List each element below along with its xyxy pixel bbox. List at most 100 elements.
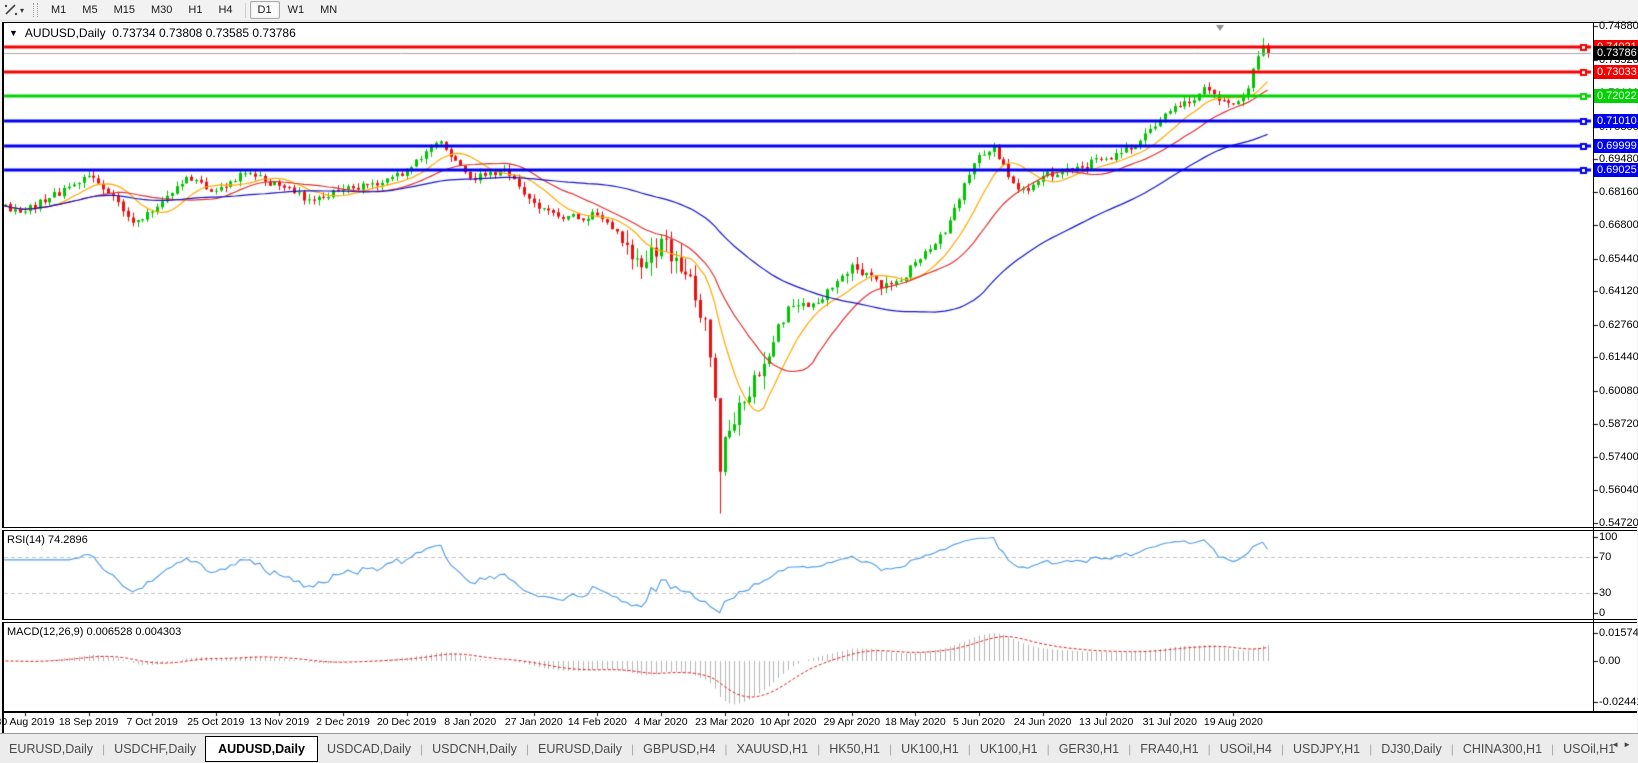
- date-tick-label: 5 Jun 2020: [953, 716, 1005, 728]
- price-tick-label: 0.65440: [1599, 252, 1638, 265]
- date-tick-label: 31 Jul 2020: [1142, 716, 1197, 728]
- price-tick-label: 0.61440: [1599, 351, 1638, 364]
- date-tick-label: 4 Mar 2020: [634, 716, 688, 728]
- price-tick-label: 0.68160: [1599, 185, 1638, 198]
- tab-separator: |: [631, 741, 635, 756]
- price-tick-label: 0.57400: [1599, 450, 1638, 463]
- tab-scroll-arrows: ◄►: [1611, 740, 1635, 749]
- chart-border-left: [2, 22, 4, 733]
- date-tick-label: 30 Aug 2019: [0, 716, 55, 728]
- date-tick-label: 14 Feb 2020: [567, 716, 627, 728]
- chart-border-top: [2, 22, 1637, 23]
- chart-tab-hk50-h1[interactable]: HK50,H1: [829, 741, 880, 756]
- timeframe-button-m15[interactable]: M15: [113, 4, 135, 16]
- timeframe-button-m5[interactable]: M5: [82, 4, 98, 16]
- pane-splitter-rsi[interactable]: [2, 527, 1637, 531]
- tab-separator: |: [1369, 741, 1373, 756]
- chart-tab-eurusd-daily[interactable]: EURUSD,Daily: [537, 741, 623, 756]
- chart-collapse-icon[interactable]: ▼: [9, 28, 18, 38]
- date-tick-label: 20 Dec 2019: [376, 716, 437, 728]
- chart-tab-uk100-h1[interactable]: UK100,H1: [901, 741, 959, 756]
- price-tick-label: 0.69480: [1599, 153, 1638, 166]
- tab-separator: |: [888, 741, 893, 756]
- current-price-label: 0.73786: [1594, 45, 1638, 60]
- date-tick-label: 18 Sep 2019: [58, 716, 119, 728]
- tab-separator: |: [1551, 741, 1555, 756]
- date-tick-label: 24 Jun 2020: [1013, 716, 1072, 728]
- date-tick-label: 29 Apr 2020: [823, 716, 881, 728]
- date-tick-label: 13 Jul 2020: [1079, 716, 1134, 728]
- price-tick-label: 0.66800: [1599, 219, 1638, 232]
- date-tick-label: 25 Oct 2019: [187, 716, 245, 728]
- tab-separator: |: [525, 741, 529, 756]
- date-tick-label: 27 Jan 2020: [504, 716, 563, 728]
- chart-tab-gbpusd-h4[interactable]: GBPUSD,H4: [643, 741, 716, 756]
- chart-tab-fra40-h1[interactable]: FRA40,H1: [1140, 741, 1199, 756]
- timeframe-button-m30[interactable]: M30: [150, 4, 173, 16]
- timeframe-buttons: M1 M5 M15 M30 H1 H4 D1 W1 MN: [43, 1, 345, 19]
- chart-tab-usdjpy-h1[interactable]: USDJPY,H1: [1292, 741, 1361, 756]
- chart-tab-audusd-daily[interactable]: AUDUSD,Daily: [205, 735, 318, 762]
- price-tick-label: 0.64120: [1599, 285, 1638, 298]
- tab-separator: |: [420, 741, 424, 756]
- timeframe-button-d1[interactable]: D1: [249, 1, 280, 19]
- price-tick-label: 0.58720: [1599, 418, 1638, 431]
- tab-separator: |: [1207, 741, 1211, 756]
- chart-tab-uk100-h1[interactable]: UK100,H1: [979, 741, 1038, 756]
- price-line-label[interactable]: 0.69025: [1594, 163, 1638, 178]
- chart-tab-eurusd-daily[interactable]: EURUSD,Daily: [9, 741, 94, 756]
- chevron-down-icon[interactable]: ▾: [20, 5, 25, 15]
- macd-indicator-label: MACD(12,26,9) 0.006528 0.004303: [7, 626, 182, 638]
- macd-axis-label: 0.00: [1599, 655, 1621, 667]
- date-tick-label: 8 Jan 2020: [444, 716, 497, 728]
- macd-axis-label: -0.024412: [1599, 696, 1638, 708]
- chart-tab-usoil-h1[interactable]: USOil,H1: [1563, 741, 1616, 756]
- toolbar-grip[interactable]: [33, 3, 39, 17]
- tab-scroll-right-icon[interactable]: ►: [1623, 740, 1635, 749]
- macd-axis-label: 0.015741: [1599, 627, 1638, 639]
- tab-separator: |: [1128, 741, 1132, 756]
- timeframe-button-mn[interactable]: MN: [320, 4, 338, 16]
- chart-tab-usoil-h4[interactable]: USOil,H4: [1219, 741, 1272, 756]
- pane-splitter-dates: [2, 711, 1637, 713]
- date-tick-label: 18 May 2020: [885, 716, 946, 728]
- chart-tab-usdcad-daily[interactable]: USDCAD,Daily: [326, 741, 411, 756]
- crosshair-tool-icon[interactable]: [3, 3, 19, 17]
- date-tick-label: 7 Oct 2019: [126, 716, 178, 728]
- chart-tab-ger30-h1[interactable]: GER30,H1: [1058, 741, 1120, 756]
- toolbar-separator: [244, 2, 246, 18]
- price-tick-label: 0.74880: [1599, 20, 1638, 32]
- tab-separator: |: [1046, 741, 1050, 756]
- date-tick-label: 10 Apr 2020: [759, 716, 817, 728]
- price-axis-border: [1593, 23, 1594, 713]
- chart-tab-usdchf-daily[interactable]: USDCHF,Daily: [114, 741, 197, 756]
- price-tick-label: 0.60080: [1599, 384, 1638, 397]
- chart-tab-bar: EURUSD,Daily | USDCHF,Daily AUDUSD,Daily USD…: [0, 733, 1638, 763]
- price-line-label[interactable]: 0.71010: [1594, 114, 1638, 129]
- tab-separator: |: [102, 741, 106, 756]
- chart-title-text: AUDUSD,Daily 0.73734 0.73808 0.73585 0.7…: [24, 26, 296, 40]
- price-line-label[interactable]: 0.73033: [1594, 64, 1638, 79]
- timeframe-button-m1[interactable]: M1: [51, 4, 67, 16]
- tab-separator: |: [1280, 741, 1284, 756]
- timeframe-button-h4[interactable]: H4: [218, 4, 233, 16]
- tab-scroll-left-icon[interactable]: ◄: [1611, 740, 1624, 749]
- timeframe-button-w1[interactable]: W1: [287, 4, 305, 16]
- price-line-label[interactable]: 0.72022: [1594, 89, 1638, 104]
- chart-tab-xauusd-h1[interactable]: XAUUSD,H1: [736, 741, 809, 756]
- price-line-label[interactable]: 0.69999: [1594, 139, 1638, 154]
- chart-title: ▼ AUDUSD,Daily 0.73734 0.73808 0.73585 0.…: [9, 26, 296, 40]
- rsi-axis-label: 0: [1599, 607, 1606, 619]
- chart-tab-china300-h1[interactable]: CHINA300,H1: [1462, 741, 1543, 756]
- pane-splitter-macd[interactable]: [2, 619, 1637, 623]
- chart-tab-usdcnh-daily[interactable]: USDCNH,Daily: [432, 741, 517, 756]
- price-tick-label: 0.62760: [1599, 318, 1638, 331]
- date-tick-label: 13 Nov 2019: [249, 716, 310, 728]
- chart-tab-dj30-daily[interactable]: DJ30,Daily: [1381, 741, 1442, 756]
- date-tick-label: 2 Dec 2019: [316, 716, 370, 728]
- rsi-axis-label: 100: [1599, 531, 1618, 543]
- date-tick-label: 23 Mar 2020: [695, 716, 755, 728]
- timeframe-button-h1[interactable]: H1: [188, 4, 203, 16]
